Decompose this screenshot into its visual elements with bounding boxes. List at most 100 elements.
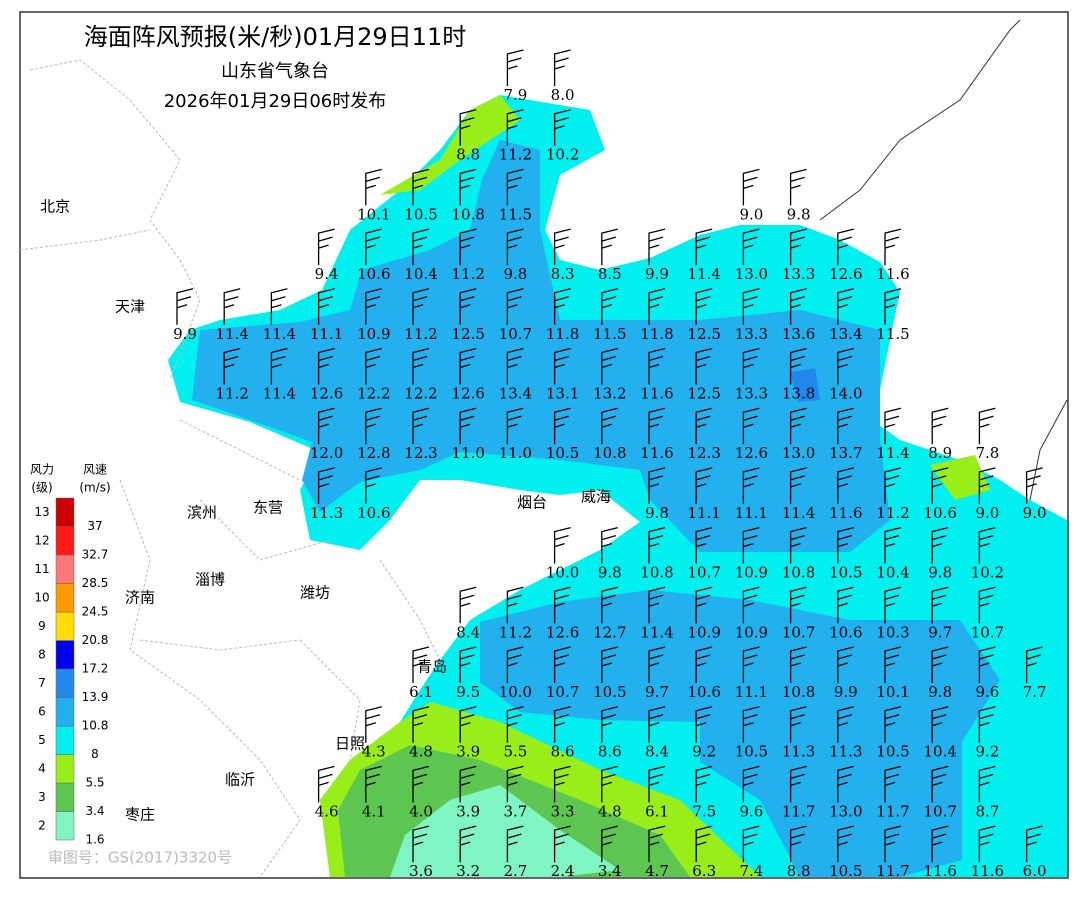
wind-speed: 4.3 [362, 743, 386, 761]
legend: 风力 (级) 风速 (m/s) 2 1.6 3 3.4 4 5.5 5 8 6 10.8 7 13.9… [30, 463, 111, 847]
legend-speed: 32.7 [82, 548, 109, 562]
wind-speed: 11.8 [640, 325, 673, 343]
wind-speed: 9.8 [928, 564, 952, 582]
wind-barb [365, 228, 382, 266]
wind-speed: 10.7 [971, 623, 1004, 641]
wind-speed: 13.7 [829, 444, 862, 462]
wind-speed: 11.0 [451, 444, 484, 462]
wind-speed: 10.9 [687, 623, 720, 641]
wind-speed: 12.8 [357, 444, 390, 462]
wind-barb [837, 646, 854, 683]
wind-speed: 9.9 [173, 325, 197, 343]
legend-swatch [55, 811, 75, 841]
wind-speed: 11.8 [546, 325, 579, 343]
wind-speed: 8.9 [928, 444, 952, 462]
wind-barb [365, 706, 382, 743]
wind-speed: 4.0 [409, 802, 433, 820]
wind-barb [601, 347, 618, 385]
wind-speed: 8.8 [787, 862, 811, 880]
wind-speed: 11.5 [499, 205, 532, 223]
wind-speed: 2.4 [551, 862, 575, 880]
wind-speed: 10.4 [404, 265, 437, 283]
wind-barb [317, 228, 335, 266]
wind-barb [789, 467, 807, 504]
wind-speed: 11.1 [687, 504, 720, 522]
wind-speed: 12.6 [451, 385, 484, 403]
wind-speed: 11.4 [876, 444, 909, 462]
city-name: 日照 [335, 735, 365, 753]
wind-barb [884, 765, 902, 803]
legend-speed: 20.8 [82, 633, 109, 647]
sea-13.9-17.2 [790, 368, 820, 402]
wind-speed: 11.6 [829, 504, 862, 522]
wind-barb [789, 526, 807, 564]
wind-barb [884, 228, 902, 266]
wind-barb [412, 407, 430, 445]
wind-barb [742, 586, 760, 624]
wind-barb [553, 109, 571, 146]
wind-speed: 8.3 [551, 265, 575, 283]
wind-barb [742, 347, 760, 385]
wind-barb [412, 288, 430, 325]
wind-barb [837, 526, 854, 564]
wind-speed: 9.6 [739, 802, 763, 820]
wind-barb [506, 228, 524, 266]
legend-swatch [55, 754, 75, 784]
wind-barb [695, 825, 713, 863]
wind-speed: 10.2 [971, 564, 1004, 582]
wind-barb [884, 706, 902, 743]
wind-speed: 12.3 [687, 444, 720, 462]
province-border [19, 59, 441, 878]
city-name: 淄博 [195, 571, 225, 589]
city-name: 北京 [40, 198, 70, 216]
wind-barb [459, 288, 477, 325]
wind-barb [789, 706, 807, 743]
wind-barb [648, 288, 666, 325]
legend-speed: 8 [91, 747, 99, 761]
wind-speed: 11.0 [499, 444, 532, 462]
wind-barb [365, 347, 382, 385]
wind-speed: 10.4 [876, 564, 909, 582]
wind-speed: 11.2 [404, 325, 437, 343]
wind-barb [1025, 825, 1043, 863]
wind-speed: 10.5 [546, 444, 579, 462]
legend-swatch [55, 725, 75, 755]
wind-barb [695, 586, 713, 624]
wind-barb [978, 706, 996, 743]
wind-barb [884, 646, 902, 683]
wind-barb [553, 228, 571, 266]
wind-speed: 3.2 [456, 862, 480, 880]
wind-barb [601, 825, 618, 863]
wind-speed: 9.5 [456, 683, 480, 701]
legend-level: 10 [34, 590, 49, 604]
wind-barb [553, 646, 571, 683]
wind-barb [601, 407, 618, 445]
wind-speed: 6.3 [692, 862, 716, 880]
wind-speed: 10.7 [687, 564, 720, 582]
city-name: 临沂 [225, 771, 255, 789]
wind-barb [978, 526, 996, 564]
wind-speed: 12.6 [546, 623, 579, 641]
wind-speed: 11.3 [310, 504, 343, 522]
wind-barb [931, 765, 949, 803]
wind-barb [506, 49, 524, 86]
wind-barb [506, 168, 524, 206]
wind-barb [459, 407, 477, 445]
legend-speed-title: 风速 [83, 463, 107, 477]
wind-speed: 9.7 [645, 683, 669, 701]
wind-barb [459, 228, 477, 266]
wind-speed: 11.4 [687, 265, 720, 283]
city-name: 青岛 [417, 658, 447, 676]
wind-barb [412, 347, 430, 385]
wind-speed: 12.6 [310, 385, 343, 403]
wind-barb [648, 228, 666, 266]
wind-barb [365, 407, 382, 445]
wind-speed: 9.9 [645, 265, 669, 283]
wind-speed: 13.3 [782, 265, 815, 283]
wind-speed: 11.3 [782, 743, 815, 761]
wind-speed: 9.0 [1023, 504, 1047, 522]
wind-speed: 3.9 [456, 743, 480, 761]
wind-barb [176, 288, 194, 325]
wind-speed: 12.0 [310, 444, 343, 462]
wind-barb [931, 825, 949, 863]
